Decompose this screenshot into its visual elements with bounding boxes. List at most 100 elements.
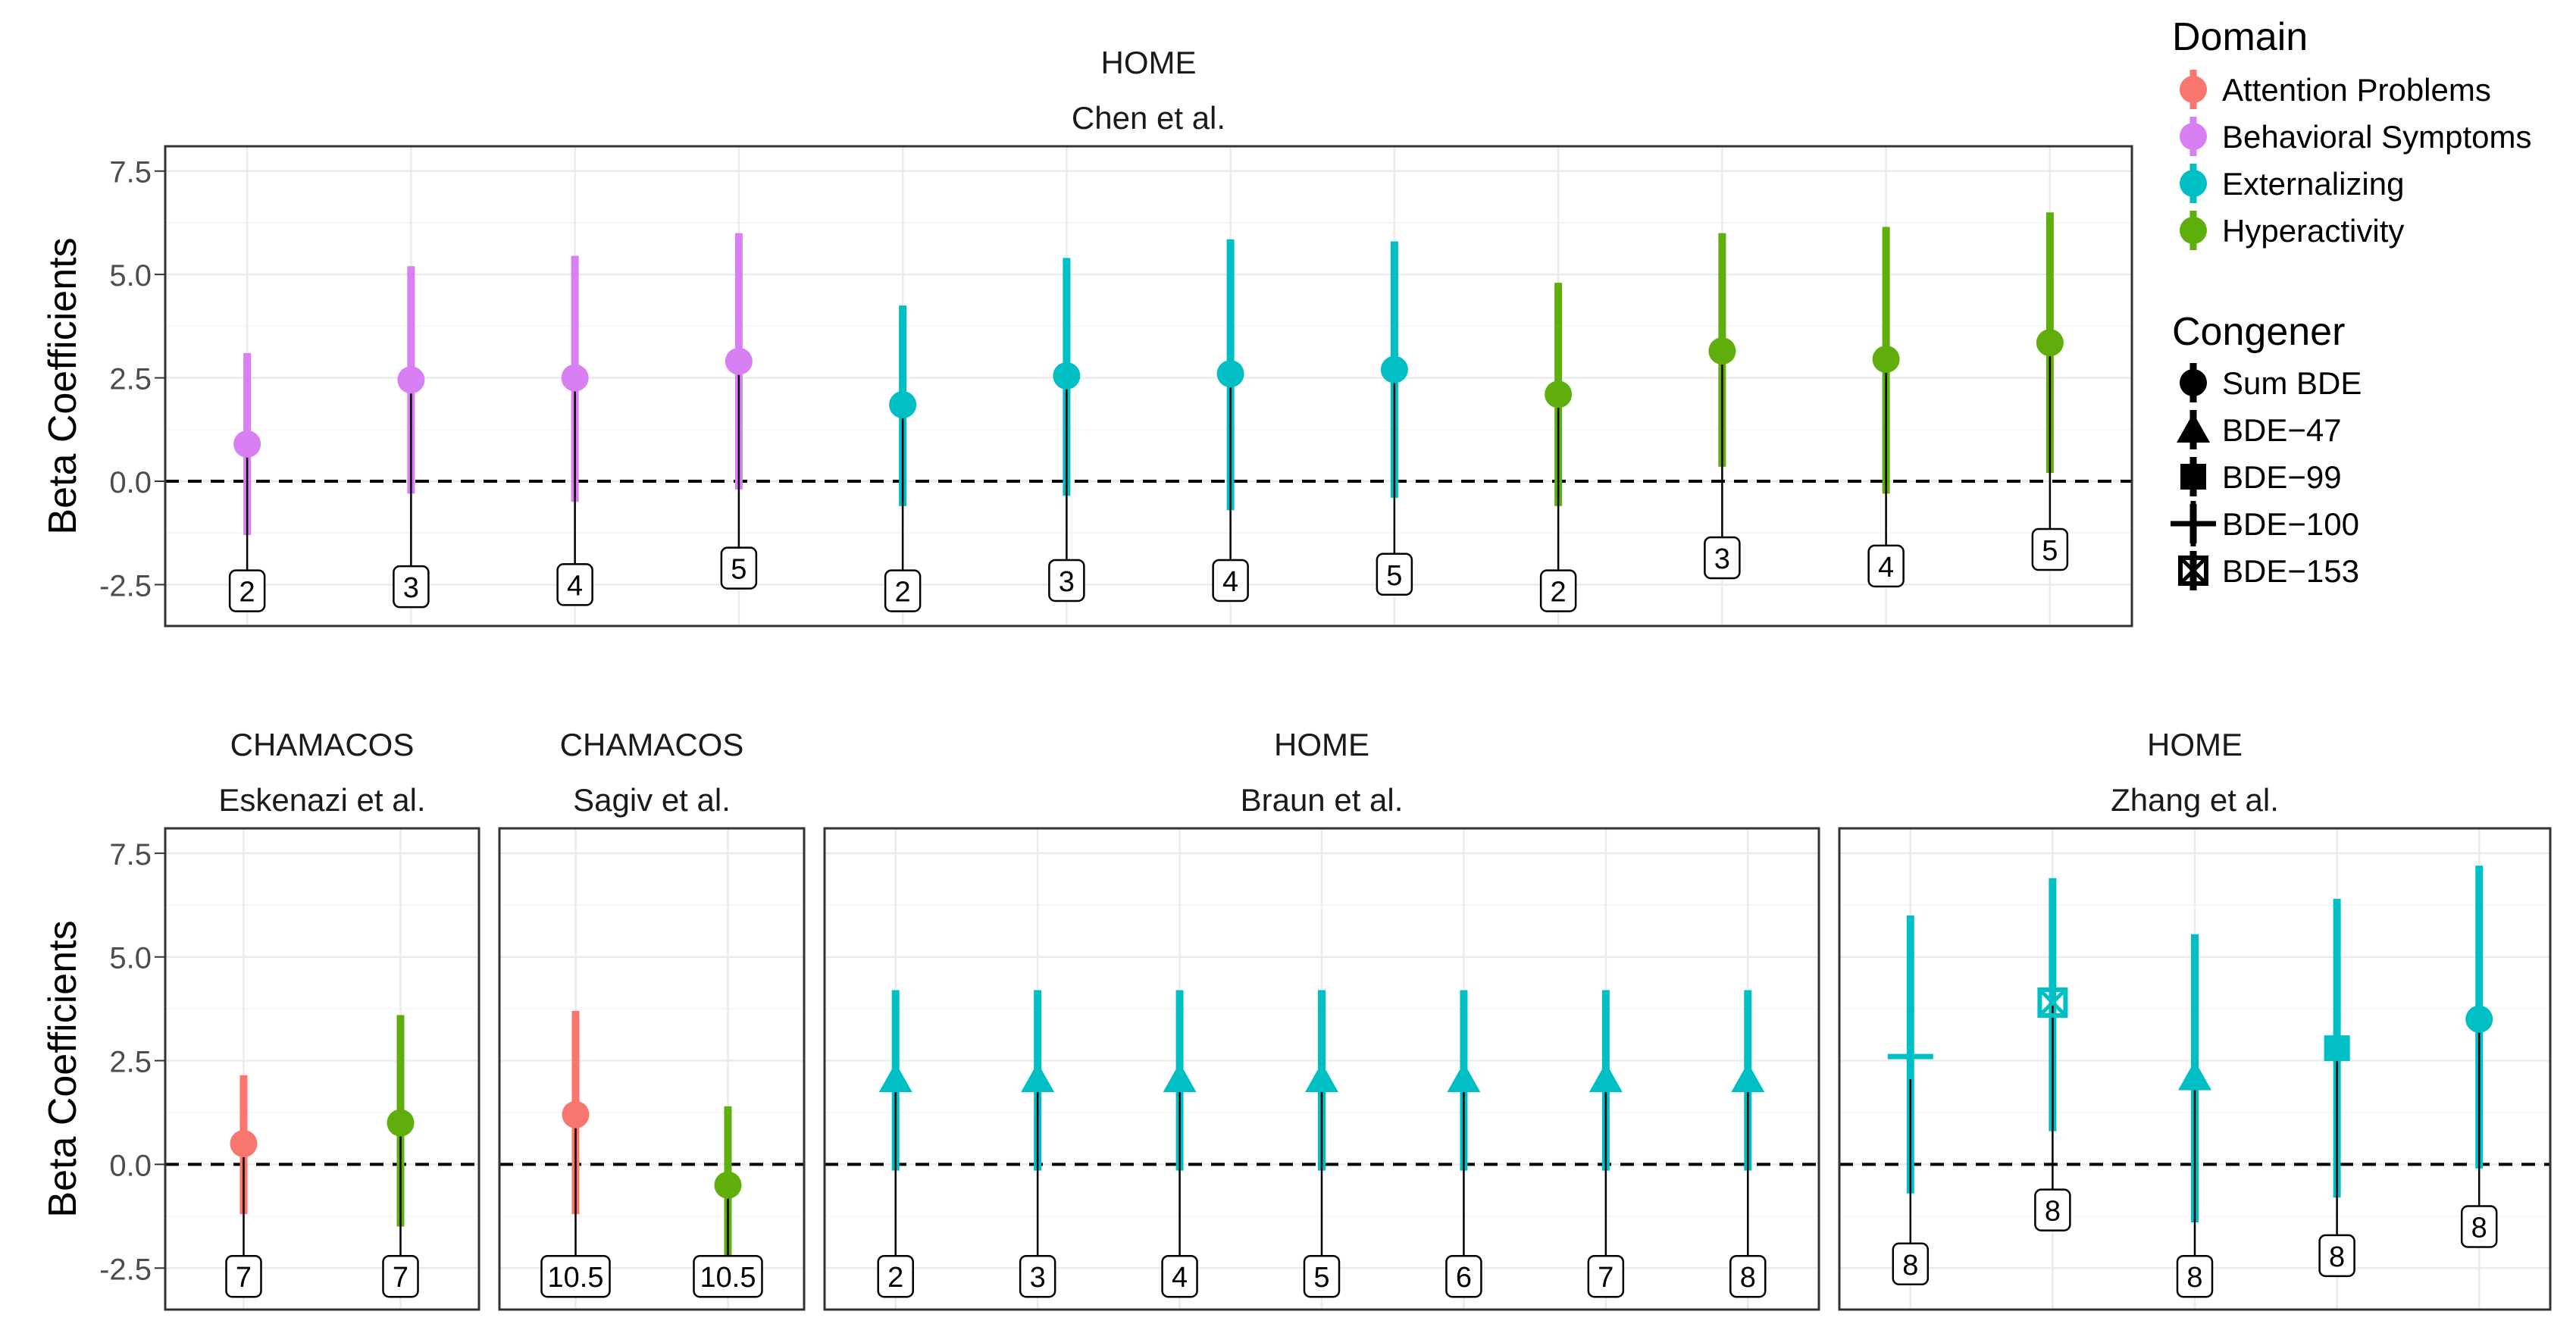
point-marker-circle [725,347,753,375]
panel-5: HOME Zhang et al. 8 8 8 8 8 [1838,727,2552,1311]
age-label-box [556,563,593,606]
data-point: 8 [2176,934,2214,1298]
age-label-text: 2 [887,1262,903,1294]
panel-strip-author: Chen et al. [1072,100,1225,136]
age-label-box [1704,536,1741,580]
panel-background [165,146,2132,626]
age-label-text: 7 [393,1262,408,1294]
age-label-text: 8 [1740,1262,1756,1294]
age-label-text: 4 [1172,1262,1188,1294]
point-marker-boxx [2179,556,2208,585]
age-label-text: 2 [895,577,911,609]
data-point: 7 [1587,990,1625,1298]
y-tick-label: 7.5 [109,838,152,872]
panel-strip-study: HOME [2147,727,2243,762]
y-axis-title: Beta Coefficients [41,920,85,1217]
point-marker-boxx [2037,987,2068,1018]
age-label-box [393,565,430,609]
age-label-box [382,1254,419,1298]
age-label-box [1019,1254,1056,1298]
age-label-box [2031,527,2069,571]
age-label-box [1539,569,1577,612]
legend-domain-key [2180,76,2207,103]
age-label-box [2318,1234,2355,1278]
age-label-box [1445,1254,1482,1298]
panel-strip-author: Sagiv et al. [573,782,731,818]
data-point: 7 [382,1015,419,1298]
age-label-box [1587,1254,1625,1298]
age-label-box [1867,544,1905,588]
data-point: 8 [2460,865,2498,1248]
legend-congener-title: Congener [2172,310,2345,354]
legend-domain-label: Attention Problems [2222,72,2491,108]
point-marker-triangle [1731,1063,1765,1093]
data-point: 6 [1445,990,1482,1298]
point-marker-square [2324,1035,2350,1062]
point-marker-circle [889,391,917,419]
age-label-box [1161,1254,1198,1298]
point-marker-circle [1216,360,1244,388]
data-point: 3 [1704,233,1741,580]
age-label-box [1212,559,1249,602]
point-marker-circle [233,430,261,458]
data-point: 4 [1161,990,1198,1298]
point-marker-triangle [2178,1060,2211,1091]
point-marker-circle [2465,1005,2493,1033]
age-label-text: 3 [1714,543,1730,575]
panel-border [164,145,2133,628]
age-label-box [1303,1254,1341,1298]
data-point: 10.5 [693,1106,763,1298]
age-label-text: 8 [1902,1250,1918,1282]
point-marker-circle [1053,361,1081,390]
legend-congener-label: BDE−153 [2222,553,2359,589]
legend-domain-key [2180,217,2207,244]
age-label-text: 2 [1551,577,1567,609]
age-label-text: 8 [2045,1196,2061,1228]
point-marker-circle [1872,346,1900,374]
age-label-text: 10.5 [548,1262,604,1294]
panel-2: CHAMACOS Eskenazi et al. 7 7 [164,727,480,1311]
data-point: 2 [884,305,922,612]
point-marker-circle [714,1171,742,1199]
age-label-box [225,1254,262,1298]
age-label-box [693,1254,763,1298]
legend-congener-label: BDE−47 [2222,412,2342,448]
point-marker-circle [397,366,425,394]
age-label-text: 5 [1386,560,1402,592]
point-marker-triangle [1163,1063,1197,1093]
y-tick-label: 0.0 [109,1149,152,1182]
y-tick-label: 5.0 [109,942,152,975]
panel-3: CHAMACOS Sagiv et al. 10.5 10.5 [498,727,806,1311]
legend-domain-label: Behavioral Symptoms [2222,119,2532,155]
legend-domain-title: Domain [2172,15,2308,59]
age-label-box [2460,1205,2498,1248]
data-point: 5 [2031,212,2069,571]
data-point: 4 [1212,239,1249,602]
point-marker-circle [1708,337,1736,365]
panel-border [498,827,806,1311]
age-label-text: 5 [2042,535,2058,567]
y-tick-label: 2.5 [109,1046,152,1079]
legend-domain-key [2180,123,2207,150]
point-marker-square [2180,464,2206,490]
age-label-box [1892,1242,1930,1286]
age-label-box [2176,1254,2214,1298]
age-label-text: 2 [239,577,255,609]
panel-4: HOME Braun et al. 2 3 4 5 6 7 8 [823,727,1820,1311]
age-label-text: 3 [1059,566,1075,598]
age-label-text: 4 [1222,566,1238,598]
age-label-text: 4 [1878,552,1894,584]
age-label-text: 3 [1030,1262,1046,1294]
legend: Domain Attention Problems Behavioral Sympt… [2171,15,2532,590]
point-marker-triangle [2177,413,2210,443]
age-label-box [720,546,758,590]
age-label-box [228,569,266,612]
age-label-text: 8 [2471,1213,2487,1244]
legend-domain-label: Hyperactivity [2222,213,2404,249]
legend-congener-label: BDE−100 [2222,506,2359,542]
panel-strip-author: Eskenazi et al. [218,782,425,818]
panel-strip-study: CHAMACOS [560,727,744,762]
age-label-box [1729,1254,1767,1298]
data-point: 7 [225,1075,262,1298]
